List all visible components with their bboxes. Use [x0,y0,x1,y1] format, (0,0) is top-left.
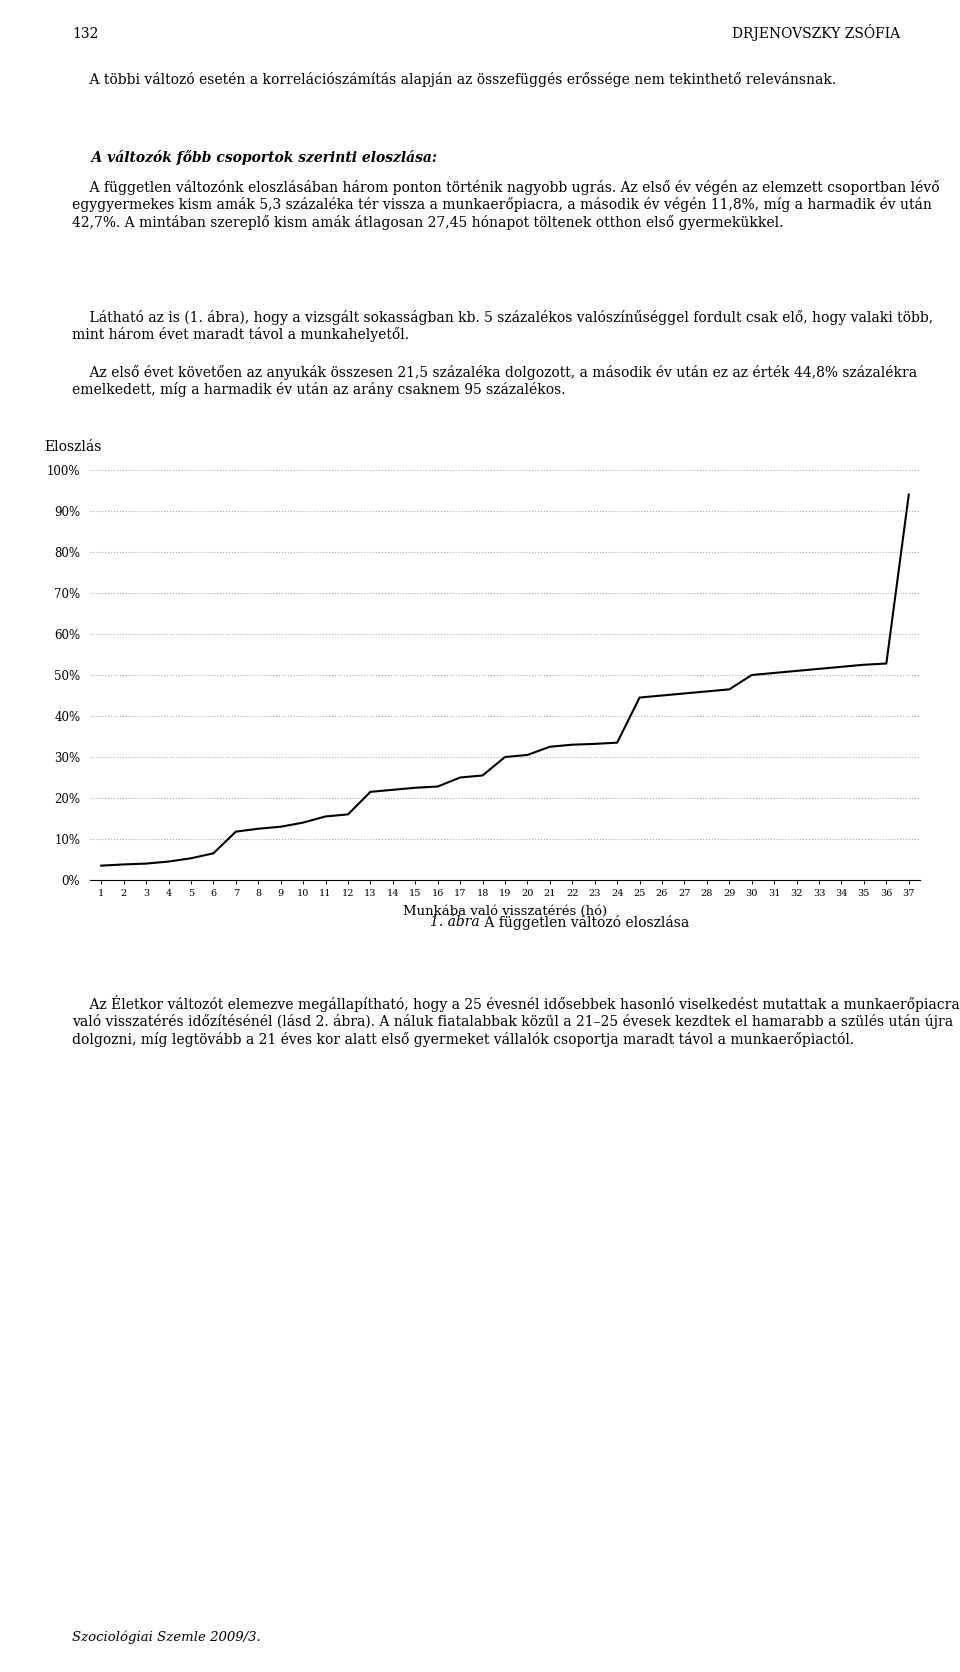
Text: 132: 132 [72,27,98,42]
Text: Látható az is (1. ábra), hogy a vizsgált sokasságban kb. 5 százalékos valószínűs: Látható az is (1. ábra), hogy a vizsgált… [72,309,933,343]
Text: A független változónk eloszlásában három ponton történik nagyobb ugrás. Az első : A független változónk eloszlásában három… [72,181,940,229]
X-axis label: Munkába való visszatérés (hó): Munkába való visszatérés (hó) [403,905,607,918]
Text: 1. ábra: 1. ábra [430,915,480,930]
Text: DRJENOVSZKY ZSÓFIA: DRJENOVSZKY ZSÓFIA [732,23,900,42]
Text: Az Életkor változót elemezve megállapítható, hogy a 25 évesnél idősebbek hasonló: Az Életkor változót elemezve megállapíth… [72,995,960,1047]
Text: Eloszlás: Eloszlás [44,440,102,453]
Text: A változók főbb csoportok szerinti eloszlása:: A változók főbb csoportok szerinti elosz… [72,150,437,166]
Text: A többi változó esetén a korrelációszámítás alapján az összefüggés erőssége nem : A többi változó esetén a korrelációszámí… [72,72,836,87]
Text: Szociológiai Szemle 2009/3.: Szociológiai Szemle 2009/3. [72,1630,261,1644]
Text: A független változó eloszlása: A független változó eloszlása [480,915,689,930]
Text: Az első évet követően az anyukák összesen 21,5 százaléka dolgozott, a második év: Az első évet követően az anyukák összese… [72,364,917,398]
